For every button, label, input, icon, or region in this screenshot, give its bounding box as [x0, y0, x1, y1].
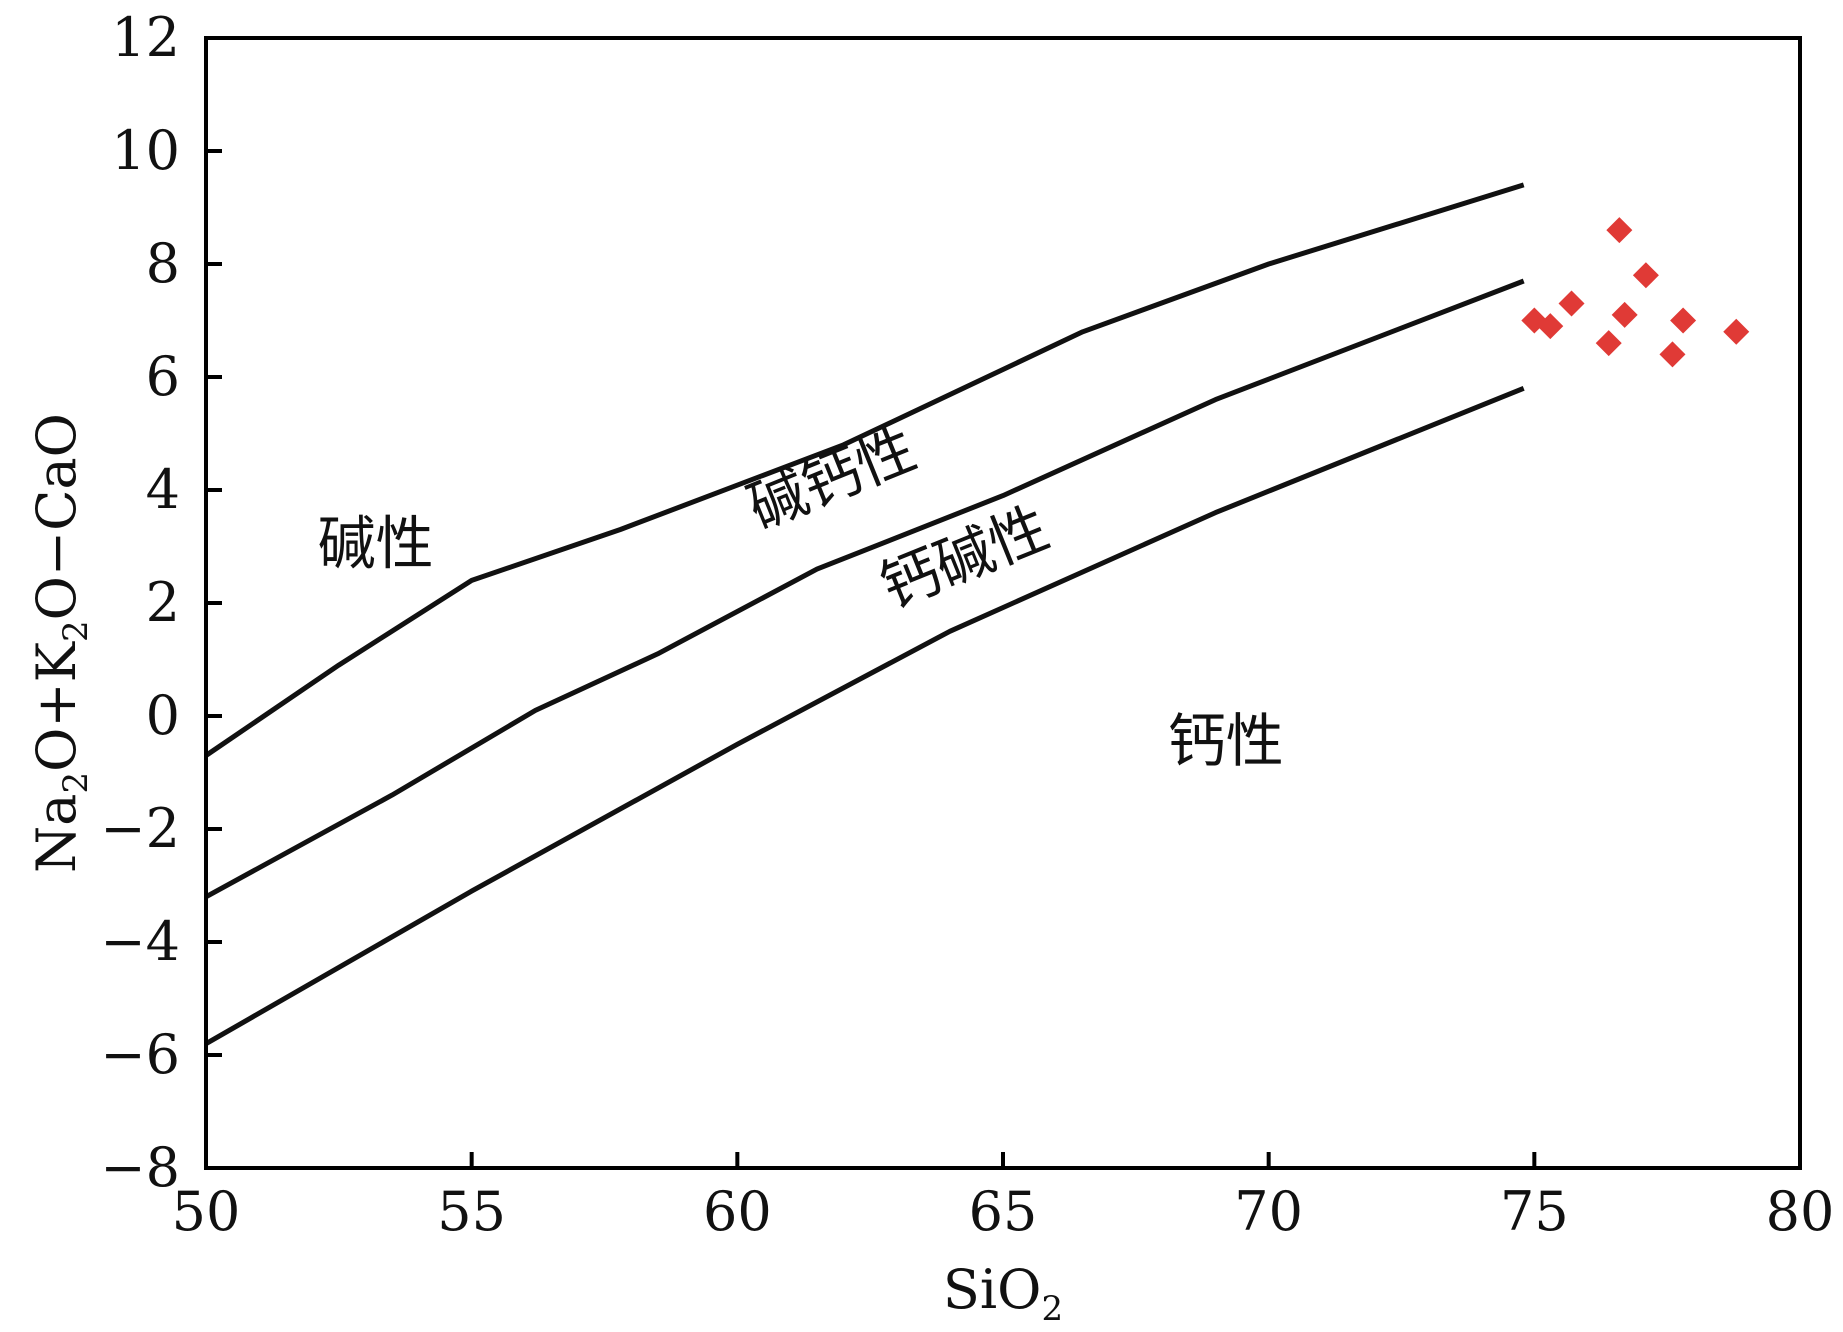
x-tick-label: 50	[172, 1180, 241, 1243]
data-point	[1606, 217, 1633, 244]
x-axis-title-main: SiO	[943, 1258, 1042, 1321]
data-point	[1537, 313, 1564, 340]
x-axis: 50 55 60 65 70 75 80	[172, 1152, 1835, 1243]
region-label: 钙性	[1168, 707, 1284, 775]
y-tick-label: −4	[100, 910, 180, 973]
y-tick-label: 0	[146, 684, 180, 747]
plot-frame	[204, 36, 1802, 1170]
data-points	[1521, 217, 1750, 368]
x-tick-label: 80	[1766, 1180, 1835, 1243]
boundary-line-alkali-calcic-calc-alkalic	[204, 278, 1525, 899]
y-axis-title-subscript: 2	[56, 772, 96, 794]
y-axis-title-part: Na	[25, 794, 88, 873]
x-axis-title-subscript: 2	[1041, 1289, 1063, 1329]
data-point	[1595, 330, 1622, 357]
y-tick-label: 12	[111, 6, 180, 69]
y-tick-label: 6	[146, 345, 180, 408]
data-point	[1723, 318, 1750, 345]
y-axis-title-subscript: 2	[56, 620, 96, 642]
region-label: 碱钙性	[738, 414, 925, 542]
y-tick-label: −2	[100, 797, 180, 860]
data-point	[1632, 262, 1659, 289]
x-axis-title: SiO2	[943, 1258, 1063, 1329]
boundary-line-calc-alkalic-calcic	[204, 385, 1525, 1046]
y-axis-title-part: O−CaO	[25, 413, 88, 620]
y-tick-label: 4	[146, 458, 180, 521]
x-tick-label: 60	[703, 1180, 772, 1243]
data-point	[1659, 341, 1686, 368]
y-axis: −8 −6 −4 −2 0 2 4 6 8 10 12	[100, 6, 222, 1199]
y-tick-label: 8	[146, 232, 180, 295]
data-point	[1670, 307, 1697, 334]
data-point	[1611, 301, 1638, 328]
x-tick-label: 55	[437, 1180, 506, 1243]
y-tick-label: 2	[146, 571, 180, 634]
boundary-line-alkalic-alkali-calcic	[204, 182, 1525, 758]
y-axis-title: Na2O+K2O−CaO	[25, 413, 96, 873]
data-point	[1558, 290, 1585, 317]
x-tick-label: 75	[1500, 1180, 1569, 1243]
region-label: 碱性	[318, 509, 434, 577]
y-tick-label: 10	[111, 119, 180, 182]
x-tick-label: 70	[1234, 1180, 1303, 1243]
x-tick-label: 65	[969, 1180, 1038, 1243]
y-tick-label: −6	[100, 1023, 180, 1086]
boundary-lines	[204, 182, 1525, 1046]
y-tick-label: −8	[100, 1136, 180, 1199]
y-axis-title-part: O+K	[25, 640, 88, 772]
